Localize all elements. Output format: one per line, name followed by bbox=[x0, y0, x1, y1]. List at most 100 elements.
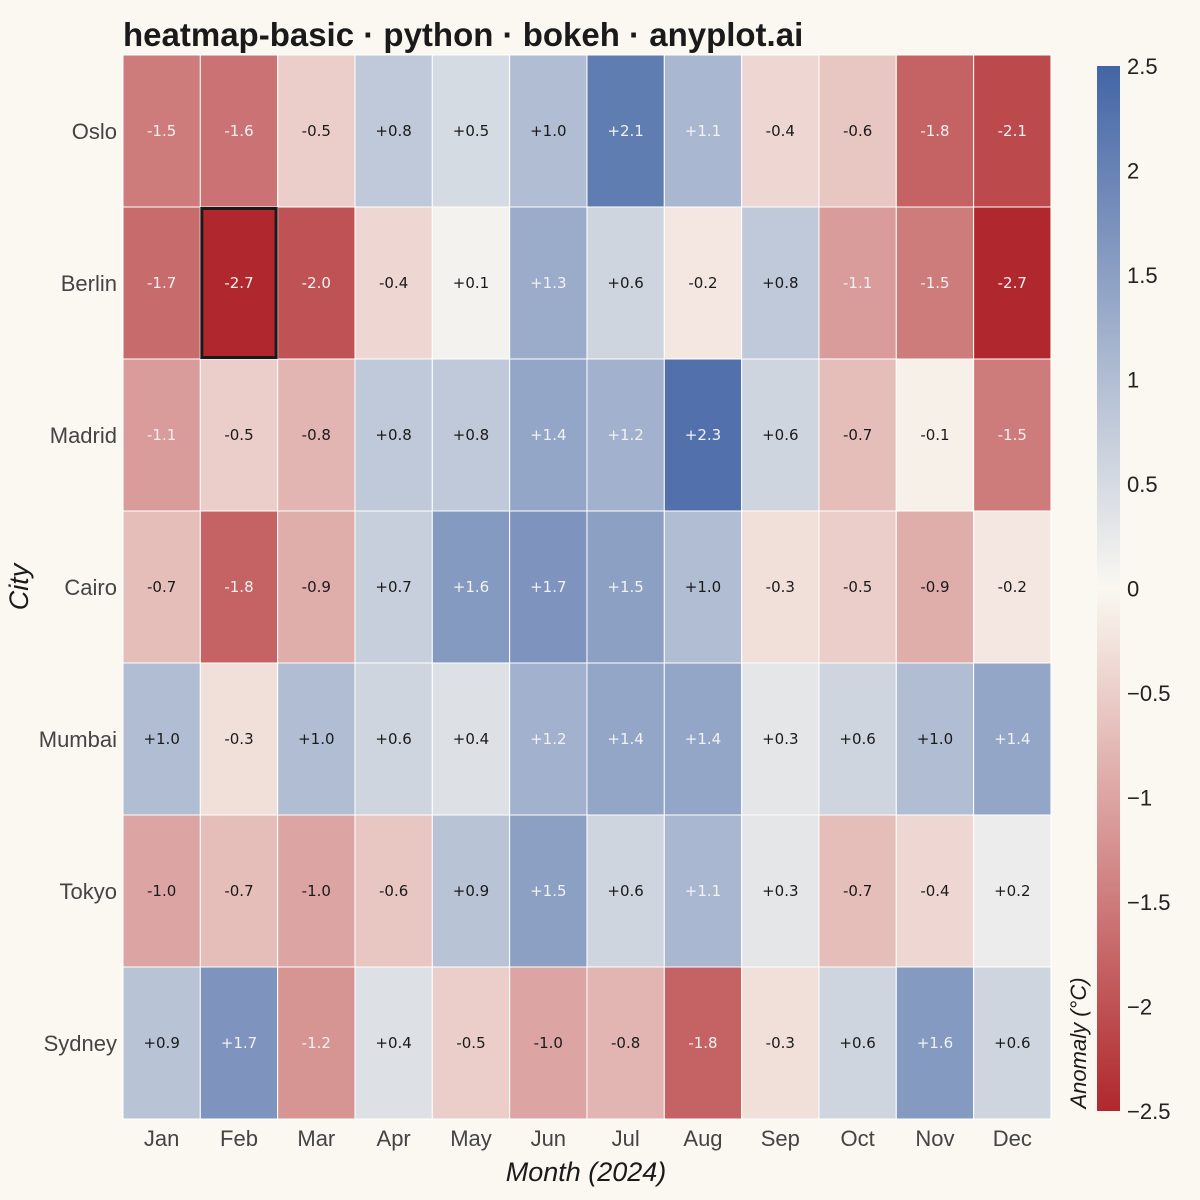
cell-value-label: +1.4 bbox=[994, 730, 1030, 748]
cell-value-label: +0.3 bbox=[762, 882, 798, 900]
cell-value-label: +1.2 bbox=[530, 730, 566, 748]
colorbar-tick-label: 1.5 bbox=[1127, 263, 1158, 288]
cell-value-label: +1.3 bbox=[530, 274, 566, 292]
heatmap-cell-berlin-jul bbox=[586, 206, 665, 360]
heatmap-cell-madrid-apr bbox=[354, 358, 433, 512]
colorbar-tick-label: 2.5 bbox=[1127, 54, 1158, 79]
cell-value-label: +1.0 bbox=[917, 730, 953, 748]
cell-value-label: -0.6 bbox=[843, 122, 872, 140]
cell-value-label: -1.5 bbox=[920, 274, 949, 292]
x-tick-label: Sep bbox=[761, 1126, 800, 1151]
cell-value-label: +0.6 bbox=[375, 730, 411, 748]
heatmap-cell-mumbai-nov bbox=[895, 662, 975, 816]
heatmap-cell-madrid-nov bbox=[895, 358, 975, 512]
cell-value-label: +1.1 bbox=[685, 122, 721, 140]
cell-value-label: -1.5 bbox=[147, 122, 176, 140]
cell-value-label: +1.5 bbox=[607, 578, 643, 596]
heatmap-cell-berlin-aug bbox=[663, 206, 743, 360]
x-axis-label: Month (2024) bbox=[506, 1157, 667, 1187]
cell-value-label: +0.6 bbox=[607, 274, 643, 292]
cell-value-label: +0.2 bbox=[994, 882, 1030, 900]
x-axis-tick-labels: Jan Feb Mar Apr May Jun Jul Aug Sep Oct Nov Dec bbox=[144, 1126, 1032, 1151]
cell-value-label: +1.4 bbox=[685, 730, 721, 748]
heatmap-cell-cairo-oct bbox=[818, 510, 897, 664]
heatmap-cell-madrid-jul bbox=[586, 358, 665, 512]
chart-title: heatmap-basic · python · bokeh · anyplot… bbox=[123, 16, 803, 53]
heatmap-cell-mumbai-mar bbox=[277, 662, 356, 816]
cell-value-label: +1.0 bbox=[143, 730, 179, 748]
x-tick-label: Jul bbox=[612, 1126, 640, 1151]
heatmap-cell-cairo-feb bbox=[199, 510, 279, 664]
heatmap-cell-cairo-nov bbox=[895, 510, 975, 664]
cell-value-label: +0.1 bbox=[453, 274, 489, 292]
colorbar-tick-label: −2.5 bbox=[1127, 1099, 1170, 1124]
cell-value-label: -0.3 bbox=[224, 730, 253, 748]
heatmap-cell-cairo-apr bbox=[354, 510, 433, 664]
cell-value-label: -1.0 bbox=[147, 882, 176, 900]
heatmap-cell-madrid-may bbox=[431, 358, 511, 512]
cell-value-label: +0.6 bbox=[839, 1034, 875, 1052]
heatmap-cell-berlin-jan bbox=[122, 206, 201, 360]
cell-value-label: -0.7 bbox=[843, 426, 872, 444]
heatmap-cell-oslo-aug bbox=[663, 54, 743, 208]
cell-value-label: -0.8 bbox=[611, 1034, 640, 1052]
heatmap-cell-sydney-dec bbox=[973, 966, 1052, 1120]
cell-value-label: +1.2 bbox=[607, 426, 643, 444]
cell-value-label: +1.0 bbox=[530, 122, 566, 140]
cell-value-label: -1.1 bbox=[147, 426, 176, 444]
cell-value-label: -0.2 bbox=[998, 578, 1027, 596]
heatmap-cell-mumbai-sep bbox=[741, 662, 820, 816]
heatmap-cell-tokyo-oct bbox=[818, 814, 897, 968]
heatmap-cell-mumbai-jan bbox=[122, 662, 201, 816]
heatmap-cell-sydney-jan bbox=[122, 966, 201, 1120]
y-axis-tick-labels: Oslo Berlin Madrid Cairo Mumbai Tokyo Sydney bbox=[39, 119, 117, 1056]
cell-value-label: -0.8 bbox=[302, 426, 331, 444]
colorbar-title: Anomaly (°C) bbox=[1066, 977, 1091, 1110]
x-tick-label: May bbox=[450, 1126, 492, 1151]
heatmap-cell-oslo-jun bbox=[509, 54, 588, 208]
cell-value-label: -0.5 bbox=[843, 578, 872, 596]
cell-value-label: -1.1 bbox=[843, 274, 872, 292]
cell-value-label: -0.6 bbox=[379, 882, 408, 900]
colorbar-tick-label: 2 bbox=[1127, 159, 1139, 184]
heatmap-cell-tokyo-jul bbox=[586, 814, 665, 968]
heatmap-cell-oslo-oct bbox=[818, 54, 897, 208]
heatmap-cell-sydney-sep bbox=[741, 966, 820, 1120]
cell-value-label: +1.5 bbox=[530, 882, 566, 900]
heatmap-cell-sydney-nov bbox=[895, 966, 975, 1120]
cell-value-label: -0.5 bbox=[456, 1034, 485, 1052]
y-tick-label: Mumbai bbox=[39, 727, 117, 752]
cell-value-label: -0.7 bbox=[843, 882, 872, 900]
cell-value-label: -1.7 bbox=[147, 274, 176, 292]
highlighted-cell-outline bbox=[200, 207, 278, 359]
heatmap-cell-oslo-apr bbox=[354, 54, 433, 208]
cell-value-label: -2.1 bbox=[998, 122, 1027, 140]
heatmap-cell-mumbai-may bbox=[431, 662, 511, 816]
cell-value-label: +0.4 bbox=[453, 730, 489, 748]
y-tick-label: Oslo bbox=[72, 119, 117, 144]
cell-value-label: +0.8 bbox=[453, 426, 489, 444]
cell-value-label: -1.0 bbox=[534, 1034, 563, 1052]
y-tick-label: Sydney bbox=[44, 1031, 117, 1056]
x-tick-label: Nov bbox=[915, 1126, 954, 1151]
cell-value-label: +1.6 bbox=[917, 1034, 953, 1052]
heatmap-cell-sydney-mar bbox=[277, 966, 356, 1120]
heatmap-cells bbox=[122, 54, 1052, 1120]
cell-value-label: -0.7 bbox=[147, 578, 176, 596]
heatmap-cell-berlin-nov bbox=[895, 206, 975, 360]
cell-value-label: +0.9 bbox=[453, 882, 489, 900]
cell-value-label: +2.3 bbox=[685, 426, 721, 444]
heatmap-cell-cairo-mar bbox=[277, 510, 356, 664]
heatmap-cell-cairo-dec bbox=[973, 510, 1052, 664]
heatmap-cell-berlin-mar bbox=[277, 206, 356, 360]
heatmap-cell-tokyo-feb bbox=[199, 814, 279, 968]
x-tick-label: Feb bbox=[220, 1126, 258, 1151]
cell-value-label: -0.5 bbox=[302, 122, 331, 140]
cell-value-label: -0.4 bbox=[920, 882, 949, 900]
heatmap-cell-tokyo-apr bbox=[354, 814, 433, 968]
cell-value-label: +2.1 bbox=[607, 122, 643, 140]
x-tick-label: Jan bbox=[144, 1126, 179, 1151]
x-tick-label: Apr bbox=[377, 1126, 411, 1151]
y-tick-label: Cairo bbox=[64, 575, 117, 600]
cell-value-label: +0.8 bbox=[375, 426, 411, 444]
